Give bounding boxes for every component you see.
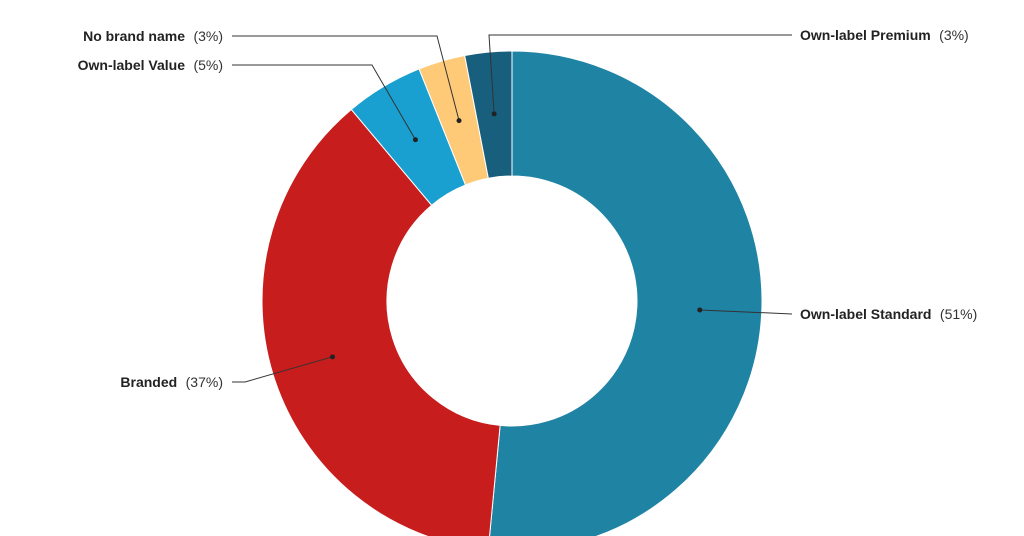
- leader-lines: [232, 34, 793, 383]
- leader-line-branded: [232, 356, 333, 383]
- slice-branded: [261, 108, 501, 536]
- donut-slices: [261, 50, 763, 536]
- leader-dot-own-label-value: [412, 137, 418, 143]
- leader-line-own-label-standard: [699, 309, 793, 315]
- leader-dot-own-label-standard: [697, 307, 703, 313]
- label-own-label-standard: Own-label Standard (51%): [800, 306, 977, 323]
- slice-own-label-standard: [489, 50, 763, 536]
- slice-own-label-premium: [464, 50, 513, 179]
- label-own-label-premium-name: Own-label Premium: [800, 27, 931, 43]
- label-branded: Branded (37%): [120, 374, 223, 391]
- label-no-brand-name-name: No brand name: [83, 28, 185, 44]
- leader-dot-no-brand-name: [456, 118, 462, 124]
- label-branded-name: Branded: [120, 374, 177, 390]
- label-own-label-value-value: (5%): [193, 57, 223, 73]
- leader-line-own-label-premium: [488, 34, 792, 114]
- leader-line-no-brand-name: [232, 35, 460, 121]
- label-own-label-premium-value: (3%): [939, 27, 969, 43]
- leader-dot-own-label-premium: [491, 111, 497, 117]
- leader-dot-branded: [329, 354, 335, 360]
- label-own-label-value-name: Own-label Value: [78, 57, 186, 73]
- label-own-label-standard-name: Own-label Standard: [800, 306, 931, 322]
- label-no-brand-name: No brand name (3%): [83, 28, 223, 45]
- label-own-label-value: Own-label Value (5%): [78, 57, 223, 74]
- label-no-brand-name-value: (3%): [193, 28, 223, 44]
- label-own-label-standard-value: (51%): [940, 306, 977, 322]
- label-branded-value: (37%): [186, 374, 223, 390]
- leader-line-own-label-value: [232, 64, 416, 140]
- label-own-label-premium: Own-label Premium (3%): [800, 27, 969, 44]
